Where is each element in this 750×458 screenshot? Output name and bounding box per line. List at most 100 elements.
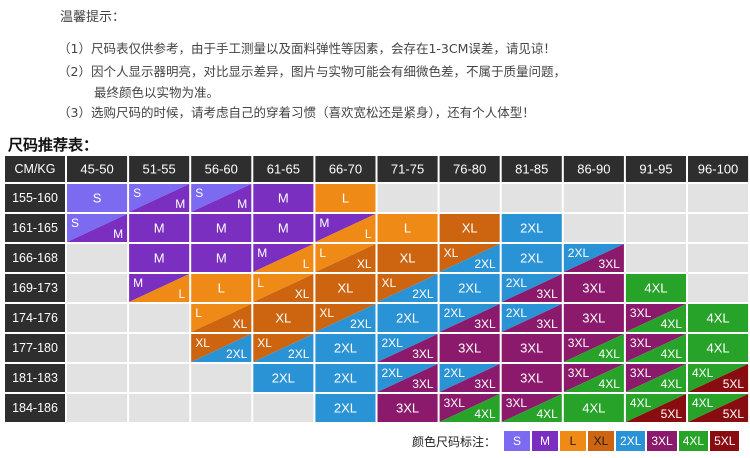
- empty-cell: [439, 184, 500, 212]
- size-cell: [563, 394, 624, 422]
- size-cell-label: 3XL: [520, 341, 543, 356]
- height-header-label: 166-168: [12, 251, 58, 265]
- size-cell-label: 2XL: [520, 221, 543, 236]
- empty-cell: [625, 214, 686, 242]
- size-cell-label: M: [154, 221, 165, 236]
- weight-header-cell: [315, 156, 376, 182]
- size-cell-lower: [315, 304, 376, 332]
- size-cell-upper-label: XL: [382, 276, 397, 290]
- size-cell-upper-label: 3XL: [506, 396, 528, 410]
- size-cell-label: L: [218, 281, 225, 296]
- size-cell-upper-label: L: [195, 306, 202, 320]
- size-cell-lower-label: 4XL: [661, 377, 683, 391]
- size-cell-lower: [688, 364, 749, 392]
- size-cell-upper: [315, 214, 376, 242]
- size-cell-label: 2XL: [334, 401, 357, 416]
- legend-swatch-5xl: 5XL: [710, 431, 740, 451]
- notice-section: 温馨提示： （1）尺码表仅供参考，由于手工测量以及面料弹性等因素，会存在1-3C…: [0, 0, 750, 130]
- size-cell-upper-label: 3XL: [630, 336, 652, 350]
- empty-cell: [688, 244, 749, 272]
- size-cell-label: L: [342, 191, 349, 206]
- size-cell-upper-label: M: [319, 216, 329, 230]
- size-cell-lower-label: 5XL: [661, 407, 683, 421]
- size-cell-upper-label: L: [257, 276, 264, 290]
- size-cell-lower-label: XL: [357, 257, 372, 271]
- empty-cell: [688, 274, 749, 302]
- height-header-label: 174-176: [12, 311, 58, 325]
- size-cell-lower: [625, 304, 686, 332]
- size-cell: [563, 274, 624, 302]
- size-cell: [377, 394, 438, 422]
- weight-header-label: 56-60: [205, 162, 238, 177]
- size-cell: [315, 364, 376, 392]
- size-cell-label: 3XL: [582, 281, 605, 296]
- size-cell-upper-label: S: [71, 216, 79, 230]
- empty-cell: [377, 184, 438, 212]
- height-header-label: 177-180: [12, 341, 58, 355]
- empty-cell: [563, 184, 624, 212]
- weight-header-cell: [191, 156, 252, 182]
- size-cell-upper: [439, 304, 500, 332]
- size-cell-lower-label: 3XL: [536, 317, 558, 331]
- size-cell-label: L: [404, 221, 411, 236]
- size-cell-upper: [253, 274, 314, 302]
- size-cell-upper: [377, 274, 438, 302]
- size-cell-label: XL: [337, 281, 353, 296]
- legend-swatch-4xl: 4XL: [678, 431, 709, 451]
- size-cell: [377, 244, 438, 272]
- size-cell: [315, 184, 376, 212]
- weight-header-cell: [439, 156, 500, 182]
- empty-cell: [191, 394, 252, 422]
- empty-cell: [129, 304, 190, 332]
- size-cell-lower: [253, 274, 314, 302]
- empty-cell: [67, 364, 128, 392]
- size-cell-lower: [563, 334, 624, 362]
- legend-swatch-3xl: 3XL: [647, 431, 677, 451]
- size-cell-upper-label: M: [257, 246, 267, 260]
- size-cell-lower-label: M: [113, 227, 123, 241]
- size-cell-label: S: [93, 191, 102, 206]
- size-cell-upper-label: L: [319, 246, 326, 260]
- notice-line-4: （3）选购尺码的时候，请考虑自己的穿着习惯（喜欢宽松还是紧身），还有个人体型！: [58, 105, 535, 120]
- weight-header-cell: [253, 156, 314, 182]
- weight-header-label: 91-95: [639, 162, 672, 177]
- color-legend: 颜色尺码标注： S M L XL 2XL 3XL 4XL 5XL: [412, 430, 740, 452]
- size-cell-label: XL: [275, 311, 291, 326]
- size-cell-upper-label: 2XL: [506, 276, 528, 290]
- size-cell-lower: [625, 334, 686, 362]
- size-cell-lower: [377, 364, 438, 392]
- size-cell-lower-label: 4XL: [661, 317, 683, 331]
- size-cell: [129, 214, 190, 242]
- size-cell-lower-label: 5XL: [723, 377, 745, 391]
- empty-cell: [625, 184, 686, 212]
- weight-header-cell: [625, 156, 686, 182]
- size-cell-label: XL: [400, 251, 416, 266]
- legend-swatch-xl: XL: [588, 431, 615, 451]
- size-cell: [625, 274, 686, 302]
- size-cell: [439, 274, 500, 302]
- size-cell-lower-label: M: [237, 197, 247, 211]
- height-header-cell: [5, 274, 65, 302]
- size-cell-upper-label: S: [195, 186, 203, 200]
- size-cell-label: M: [278, 221, 289, 236]
- size-cell-upper: [67, 214, 128, 242]
- empty-cell: [688, 214, 749, 242]
- size-cell-label: 2XL: [334, 341, 357, 356]
- size-cell-lower-label: 3XL: [536, 287, 558, 301]
- size-cell: [129, 244, 190, 272]
- weight-header-label: 96-100: [698, 162, 738, 177]
- size-cell-upper-label: 3XL: [568, 366, 590, 380]
- empty-cell: [67, 394, 128, 422]
- size-cell-upper: [129, 274, 190, 302]
- size-cell-lower-label: XL: [233, 317, 248, 331]
- size-cell-lower: [377, 334, 438, 362]
- size-cell-label: 2XL: [458, 281, 481, 296]
- weight-header-label: 81-85: [515, 162, 548, 177]
- size-cell-upper-label: 3XL: [630, 306, 652, 320]
- size-cell: [501, 364, 562, 392]
- size-cell-upper-label: 3XL: [568, 336, 590, 350]
- legend-swatches: S M L XL 2XL 3XL 4XL 5XL: [502, 431, 740, 451]
- size-cell-lower-label: 2XL: [412, 287, 434, 301]
- size-cell-label: 2XL: [334, 371, 357, 386]
- size-cell-lower-label: 4XL: [599, 377, 621, 391]
